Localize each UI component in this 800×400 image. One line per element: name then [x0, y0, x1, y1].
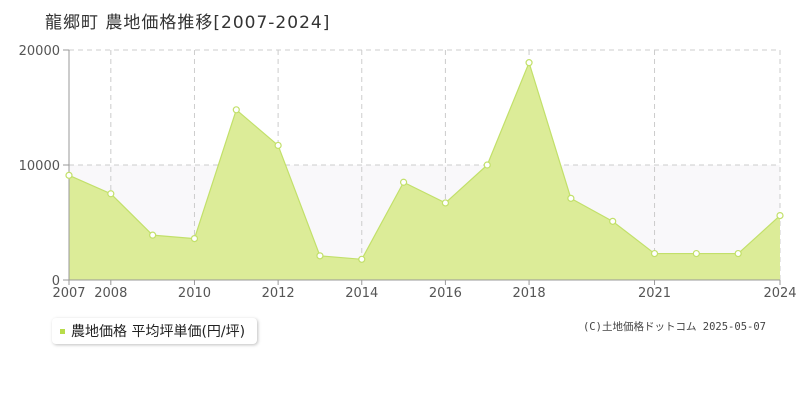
data-point	[274, 141, 282, 150]
legend-label: 農地価格 平均坪単価(円/坪)	[71, 324, 246, 340]
x-tick-label: 2010	[178, 286, 211, 301]
data-point	[692, 249, 700, 258]
legend-marker-icon	[60, 328, 65, 334]
x-tick-label: 2018	[513, 286, 546, 301]
tick-label-layer: 0 10000 20000 2007 2008 2010 2012 2014 2016 2018 2…	[19, 44, 797, 301]
data-point	[65, 171, 73, 179]
data-point	[441, 199, 450, 207]
x-tick-label: 2014	[345, 286, 378, 301]
area-layer	[68, 60, 781, 281]
series-area	[69, 62, 780, 281]
chart-title: 龍郷町 農地価格推移[2007-2024]	[45, 13, 331, 33]
data-point	[149, 231, 157, 239]
data-point	[232, 106, 240, 114]
x-tick-label: 2024	[763, 286, 796, 301]
data-point	[567, 194, 575, 202]
y-tick-label: 20000	[19, 44, 60, 59]
data-point	[316, 252, 324, 260]
data-point	[776, 212, 784, 220]
y-tick-label: 0	[52, 274, 60, 289]
copyright-text: (C)土地価格ドットコム 2025-05-07	[582, 321, 766, 333]
x-tick-label: 2012	[262, 286, 295, 301]
x-tick-label: 2007	[52, 286, 85, 301]
point-layer	[65, 59, 784, 263]
x-tick-label: 2008	[94, 286, 127, 301]
data-point	[107, 190, 115, 198]
x-tick-label: 2021	[638, 286, 671, 301]
y-tick-label: 10000	[19, 159, 60, 174]
data-point	[483, 161, 491, 169]
data-point	[650, 249, 659, 258]
data-point	[399, 178, 408, 186]
area-chart: 0 10000 20000 2007 2008 2010 2012 2014 2016 2018 2…	[19, 44, 797, 301]
data-point	[190, 235, 199, 243]
axis-layer	[63, 49, 781, 285]
data-point	[609, 217, 617, 225]
series-line	[68, 60, 781, 260]
data-point	[734, 249, 742, 258]
x-tick-label: 2016	[429, 286, 462, 301]
legend: 農地価格 平均坪単価(円/坪)	[52, 318, 258, 344]
data-point	[525, 59, 533, 67]
data-point	[358, 255, 366, 263]
